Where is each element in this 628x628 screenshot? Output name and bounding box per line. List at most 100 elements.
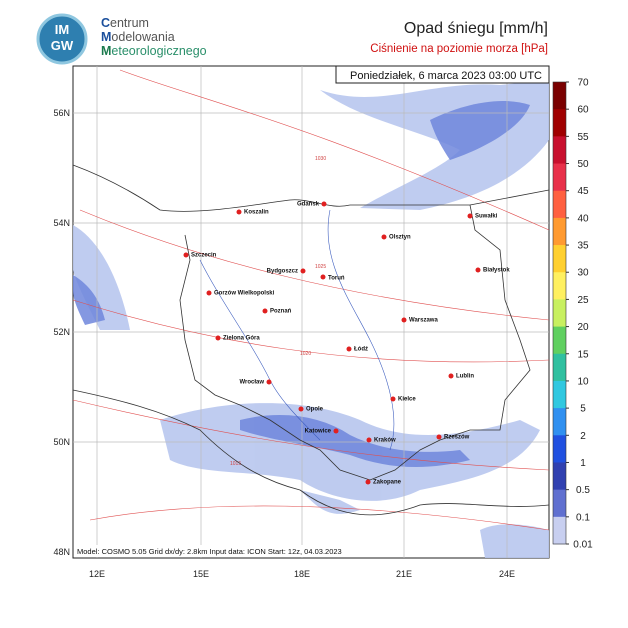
isobar-label: 1025 [315,264,326,270]
colorbar-label: 55 [577,132,589,143]
city-dot [320,274,326,280]
colorbar-cell [553,299,566,328]
city-label: Łódź [354,347,368,353]
city-label: Katowice [305,429,332,435]
lat-label: 54N [53,218,70,228]
colorbar-cell [553,109,566,137]
snow-area [430,100,530,160]
graticule [73,66,549,558]
isobar [79,209,550,321]
border [469,189,550,206]
colorbar-label: 50 [577,159,589,170]
lon-label: 18E [294,569,310,579]
isobar-label: 1015 [230,461,241,467]
city-dot [321,201,327,207]
border [72,389,550,516]
colorbar: 70 60 55 50 45 40 35 30 25 20 15 10 5 2 1 0.5 0.1 0.01 [552,78,593,551]
city-label: Warszawa [409,318,438,324]
colorbar-cell [553,82,566,110]
city-label: Suwałki [475,214,498,220]
city-label: Toruń [328,276,345,282]
lon-label: 12E [89,569,105,579]
city-label: Poznań [270,309,292,315]
isobar [89,505,550,531]
river [327,209,395,451]
colorbar-label: 10 [577,376,589,387]
colorbar-label: 45 [577,186,589,197]
isobar [119,69,550,231]
snow-area [240,415,470,467]
city-dot [365,479,371,485]
city-dot [467,213,473,219]
lat-label: 52N [53,327,70,337]
logo-text: IM [55,22,69,37]
city-dot [401,317,407,323]
city-dot [346,346,352,352]
city-dot [266,379,272,385]
city-dot [298,406,304,412]
colorbar-label: 35 [577,241,589,252]
city-dot [381,234,387,240]
subtitle: Ciśnienie na poziomie morza [hPa] [370,43,548,55]
logo-ring [36,13,88,65]
colorbar-cell [553,326,566,355]
cities: Koszalin Gdańsk Suwałki Olsztyn Szczecin… [183,201,510,486]
colorbar-frame [552,81,567,545]
colorbar-label: 0.01 [573,540,593,551]
city-dot [475,267,481,273]
city-dot [236,209,242,215]
colorbar-label: 2 [580,431,586,442]
model-info: Model: COSMO 5.05 Grid dx/dy: 2.8km Inpu… [77,547,342,556]
colorbar-cell [553,435,566,463]
colorbar-cell [553,217,566,246]
colorbar-cell [553,489,566,518]
city-dot [300,268,306,274]
colorbar-cell [553,462,566,491]
snow-area [480,524,549,558]
lon-label: 15E [193,569,209,579]
colorbar-cell [553,245,566,273]
colorbar-label: 5 [580,404,586,415]
city-label: Bydgoszcz [267,269,298,275]
city-label: Rzeszów [444,435,470,441]
colorbar-cell [553,380,566,409]
title: Opad śniegu [mm/h] [403,20,548,37]
city-dot [436,434,442,440]
isobar-label: 1030 [315,156,326,162]
colorbar-cell [553,272,566,300]
date-box [335,65,550,84]
logo: IM GW [36,13,88,65]
city-dot [262,308,268,314]
coastline [72,164,351,212]
city-label: Wrocław [239,380,264,386]
city-label: Opole [306,407,324,413]
city-dot [333,428,339,434]
city-label: Gdańsk [297,202,320,208]
colorbar-label: 15 [577,349,589,360]
border [179,204,531,481]
city-dot [206,290,212,296]
brand-line: Meteorologicznego [101,44,207,58]
brand-line: Centrum [101,16,149,30]
colorbar-cell [553,353,566,382]
lon-label: 24E [499,569,515,579]
city-label: Zakopane [373,480,402,486]
borders [72,164,550,516]
snow-heavy [73,100,530,467]
isobar [72,399,550,471]
brand-line: Modelowania [101,30,175,44]
colorbar-label: 70 [577,78,589,89]
colorbar-cell [553,408,566,436]
colorbar-label: 0.1 [576,512,590,523]
rivers [199,209,395,451]
city-label: Białystok [483,268,510,274]
lat-label: 56N [53,108,70,118]
city-label: Olsztyn [389,235,411,241]
colorbar-cell [553,190,566,219]
city-dot [183,252,189,258]
city-label: Zielona Góra [223,336,260,342]
city-dot [448,373,454,379]
lon-label: 21E [396,569,412,579]
